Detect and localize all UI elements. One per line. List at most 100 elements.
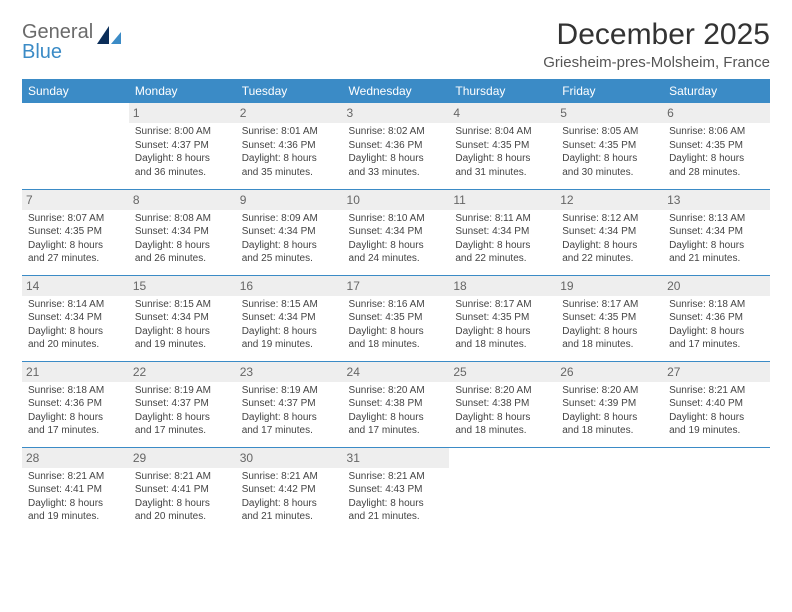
sunrise-text: Sunrise: 8:04 AM — [455, 125, 550, 139]
logo-text: General Blue — [22, 22, 93, 62]
daylight-text: and 19 minutes. — [669, 424, 764, 438]
weekday-header: Tuesday — [236, 79, 343, 103]
calendar-cell: 23Sunrise: 8:19 AMSunset: 4:37 PMDayligh… — [236, 361, 343, 447]
day-number: 6 — [663, 103, 770, 123]
sunrise-text: Sunrise: 8:21 AM — [135, 470, 230, 484]
daylight-text: Daylight: 8 hours — [28, 411, 123, 425]
day-number: 23 — [236, 362, 343, 382]
day-number: 14 — [22, 276, 129, 296]
sunrise-text: Sunrise: 8:19 AM — [135, 384, 230, 398]
daylight-text: and 17 minutes. — [242, 424, 337, 438]
daylight-text: and 19 minutes. — [242, 338, 337, 352]
daylight-text: and 17 minutes. — [135, 424, 230, 438]
sunset-text: Sunset: 4:34 PM — [455, 225, 550, 239]
weekday-header: Monday — [129, 79, 236, 103]
calendar-cell: 6Sunrise: 8:06 AMSunset: 4:35 PMDaylight… — [663, 103, 770, 189]
weekday-header: Saturday — [663, 79, 770, 103]
daylight-text: Daylight: 8 hours — [455, 239, 550, 253]
calendar-cell: 13Sunrise: 8:13 AMSunset: 4:34 PMDayligh… — [663, 189, 770, 275]
day-number: 31 — [343, 448, 450, 468]
sunset-text: Sunset: 4:43 PM — [349, 483, 444, 497]
sunrise-text: Sunrise: 8:21 AM — [242, 470, 337, 484]
day-number: 12 — [556, 190, 663, 210]
sunset-text: Sunset: 4:34 PM — [135, 311, 230, 325]
sunset-text: Sunset: 4:35 PM — [562, 139, 657, 153]
daylight-text: Daylight: 8 hours — [349, 497, 444, 511]
page-subtitle: Griesheim-pres-Molsheim, France — [543, 54, 770, 71]
daylight-text: Daylight: 8 hours — [28, 239, 123, 253]
sunrise-text: Sunrise: 8:20 AM — [562, 384, 657, 398]
day-number: 22 — [129, 362, 236, 382]
daylight-text: and 19 minutes. — [28, 510, 123, 524]
daylight-text: and 28 minutes. — [669, 166, 764, 180]
daylight-text: and 26 minutes. — [135, 252, 230, 266]
calendar-cell: 1Sunrise: 8:00 AMSunset: 4:37 PMDaylight… — [129, 103, 236, 189]
calendar-cell: 14Sunrise: 8:14 AMSunset: 4:34 PMDayligh… — [22, 275, 129, 361]
daylight-text: and 27 minutes. — [28, 252, 123, 266]
calendar-row: 14 Sunrise: 8:14 AM Sunset: 4:34 PM Dayligh… — [22, 275, 770, 361]
day-number: 19 — [556, 276, 663, 296]
daylight-text: and 17 minutes. — [669, 338, 764, 352]
sunset-text: Sunset: 4:36 PM — [242, 139, 337, 153]
sunset-text: Sunset: 4:35 PM — [669, 139, 764, 153]
calendar-cell: 31Sunrise: 8:21 AMSunset: 4:43 PMDayligh… — [343, 447, 450, 533]
calendar-table: Sunday Monday Tuesday Wednesday Thursday… — [22, 79, 770, 533]
sunrise-text: Sunrise: 8:08 AM — [135, 212, 230, 226]
daylight-text: and 20 minutes. — [28, 338, 123, 352]
sunset-text: Sunset: 4:38 PM — [349, 397, 444, 411]
sunrise-text: Sunrise: 8:13 AM — [669, 212, 764, 226]
daylight-text: Daylight: 8 hours — [242, 152, 337, 166]
daylight-text: Daylight: 8 hours — [562, 325, 657, 339]
calendar-cell: 30Sunrise: 8:21 AMSunset: 4:42 PMDayligh… — [236, 447, 343, 533]
logo: General Blue — [22, 18, 123, 62]
day-number: 11 — [449, 190, 556, 210]
sunrise-text: Sunrise: 8:20 AM — [455, 384, 550, 398]
daylight-text: and 33 minutes. — [349, 166, 444, 180]
calendar-cell: 5Sunrise: 8:05 AMSunset: 4:35 PMDaylight… — [556, 103, 663, 189]
sunrise-text: Sunrise: 8:09 AM — [242, 212, 337, 226]
day-number: 8 — [129, 190, 236, 210]
sunset-text: Sunset: 4:37 PM — [242, 397, 337, 411]
daylight-text: Daylight: 8 hours — [562, 411, 657, 425]
daylight-text: and 17 minutes. — [28, 424, 123, 438]
daylight-text: and 18 minutes. — [562, 338, 657, 352]
daylight-text: and 36 minutes. — [135, 166, 230, 180]
daylight-text: Daylight: 8 hours — [28, 497, 123, 511]
daylight-text: and 30 minutes. — [562, 166, 657, 180]
calendar-row: 1Sunrise: 8:00 AMSunset: 4:37 PMDaylight… — [22, 103, 770, 189]
day-number: 29 — [129, 448, 236, 468]
sunset-text: Sunset: 4:40 PM — [669, 397, 764, 411]
sunrise-text: Sunrise: 8:15 AM — [135, 298, 230, 312]
sunrise-text: Sunrise: 8:17 AM — [455, 298, 550, 312]
daylight-text: and 18 minutes. — [562, 424, 657, 438]
day-number: 13 — [663, 190, 770, 210]
daylight-text: Daylight: 8 hours — [669, 152, 764, 166]
daylight-text: and 21 minutes. — [242, 510, 337, 524]
calendar-cell: 25Sunrise: 8:20 AMSunset: 4:38 PMDayligh… — [449, 361, 556, 447]
sunset-text: Sunset: 4:35 PM — [455, 139, 550, 153]
sunrise-text: Sunrise: 8:10 AM — [349, 212, 444, 226]
header: General Blue December 2025 Griesheim-pre… — [22, 18, 770, 71]
sunset-text: Sunset: 4:34 PM — [562, 225, 657, 239]
daylight-text: and 22 minutes. — [562, 252, 657, 266]
sunrise-text: Sunrise: 8:14 AM — [28, 298, 123, 312]
page-title: December 2025 — [543, 18, 770, 52]
day-number: 25 — [449, 362, 556, 382]
daylight-text: Daylight: 8 hours — [349, 411, 444, 425]
calendar-cell — [22, 103, 129, 189]
sunset-text: Sunset: 4:34 PM — [349, 225, 444, 239]
sunset-text: Sunset: 4:35 PM — [349, 311, 444, 325]
day-number: 21 — [22, 362, 129, 382]
day-number: 9 — [236, 190, 343, 210]
sunrise-text: Sunrise: 8:20 AM — [349, 384, 444, 398]
calendar-header-row: Sunday Monday Tuesday Wednesday Thursday… — [22, 79, 770, 103]
day-number: 24 — [343, 362, 450, 382]
calendar-cell — [449, 447, 556, 533]
sunrise-text: Sunrise: 8:15 AM — [242, 298, 337, 312]
day-number: 4 — [449, 103, 556, 123]
calendar-cell: 15Sunrise: 8:15 AMSunset: 4:34 PMDayligh… — [129, 275, 236, 361]
daylight-text: Daylight: 8 hours — [135, 497, 230, 511]
day-number: 1 — [129, 103, 236, 123]
calendar-cell: 11Sunrise: 8:11 AMSunset: 4:34 PMDayligh… — [449, 189, 556, 275]
daylight-text: and 18 minutes. — [455, 338, 550, 352]
